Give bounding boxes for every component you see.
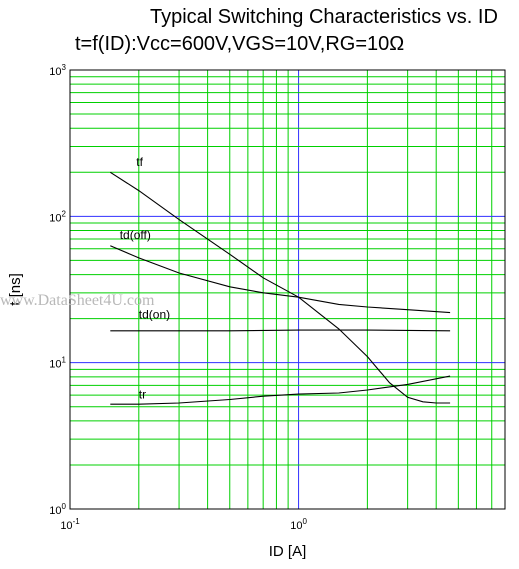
x-tick-label: 10-1 (60, 517, 80, 532)
y-tick-label: 102 (49, 209, 66, 224)
chart-subtitle: t=f(ID):Vcc=600V,VGS=10V,RG=10Ω (75, 33, 405, 55)
series-labels: tf td(off) td(on) tr (120, 155, 170, 401)
series-label-td-on-: td(on) (139, 308, 170, 322)
chart-title: Typical Switching Characteristics vs. ID (150, 6, 498, 28)
series-line-td-off- (110, 245, 451, 314)
watermark-text: www.DataSheet4U.com (0, 292, 155, 309)
series-line-td-on- (110, 329, 451, 332)
x-axis-label: ID [A] (269, 543, 307, 560)
series-label-td-off-: td(off) (120, 228, 151, 242)
series-lines (110, 171, 451, 405)
plot-frame (69, 69, 506, 510)
y-tick-label: 100 (49, 502, 66, 517)
series-line-tr (110, 375, 451, 405)
x-tick-label: 100 (290, 517, 307, 532)
series-label-tr: tr (139, 387, 146, 401)
y-axis-label: t [ns] (7, 273, 24, 306)
series-label-tf: tf (136, 155, 143, 169)
y-tick-label: 101 (49, 356, 66, 371)
series-line-tf (110, 171, 451, 404)
y-tick-label: 103 (49, 63, 66, 78)
grid-lines (70, 70, 505, 509)
